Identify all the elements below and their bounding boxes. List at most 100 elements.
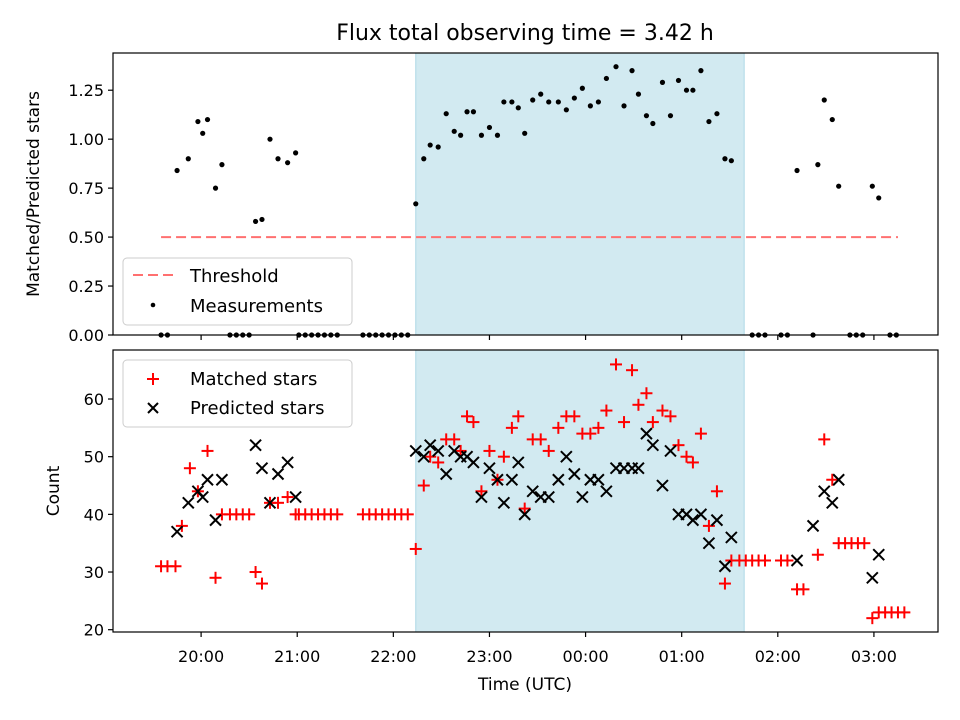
matched-star-point — [401, 508, 414, 521]
measurement-point — [869, 183, 875, 189]
matched-star-point — [680, 450, 693, 463]
bottom-y-ticks: 20 30 40 50 60 — [84, 390, 113, 640]
matched-star-point — [584, 427, 597, 440]
matched-star-point — [542, 444, 555, 457]
legend-threshold-label: Threshold — [189, 266, 279, 287]
predicted-star-point — [497, 496, 511, 510]
matched-star-point — [331, 508, 344, 521]
predicted-star-point — [505, 473, 519, 486]
y-tick-label: 60 — [84, 390, 104, 409]
matched-star-point — [417, 479, 430, 492]
top-panel: 0.00 0.25 0.50 0.75 1.00 1.25 Matched/Predict… — [24, 52, 939, 345]
measurement-point — [515, 105, 521, 111]
matched-star-point — [243, 508, 256, 521]
matched-star-point — [898, 606, 911, 619]
y-tick-label: 0.00 — [68, 326, 104, 345]
matched-star-point — [672, 439, 685, 452]
measurement-point — [722, 156, 728, 162]
predicted-star-point — [632, 462, 645, 475]
y-tick-label: 40 — [84, 505, 104, 524]
x-tick-label: 00:00 — [563, 647, 609, 666]
y-tick-label: 0.25 — [68, 277, 104, 296]
matched-star-point — [461, 410, 474, 423]
predicted-star-point — [289, 490, 302, 504]
measurement-point — [621, 103, 627, 109]
matched-star-point — [467, 416, 480, 429]
measurement-point — [794, 167, 800, 174]
predicted-star-point — [686, 513, 700, 527]
measurement-point — [706, 118, 712, 125]
predicted-star-point — [215, 473, 229, 486]
predicted-star-point — [656, 479, 669, 492]
measurement-point — [555, 99, 561, 105]
predicted-star-point — [209, 513, 222, 527]
measurement-point — [443, 111, 449, 117]
predicted-star-point — [640, 427, 653, 440]
measurement-point — [714, 111, 720, 117]
measurement-point — [219, 162, 225, 168]
y-tick-label: 1.25 — [68, 81, 104, 100]
matched-star-point — [448, 433, 461, 446]
x-tick-label: 22:00 — [370, 647, 416, 666]
measurement-point — [204, 116, 211, 123]
measurement-point — [212, 185, 219, 191]
x-axis-label: Time (UTC) — [477, 675, 572, 695]
predicted-star-point — [646, 438, 660, 452]
matched-star-point — [818, 433, 831, 446]
matched-star-point — [600, 404, 613, 417]
legend-predicted-swatch — [147, 402, 159, 414]
top-legend-box — [122, 257, 353, 326]
measurement-point — [595, 99, 601, 105]
measurement-point — [579, 85, 585, 91]
predicted-star-point — [552, 473, 565, 486]
y-tick-label: 1.00 — [68, 130, 104, 149]
measurement-point — [470, 109, 477, 115]
measurement-point — [413, 201, 419, 207]
x-tick-label: 01:00 — [659, 647, 705, 666]
bottom-x-ticks: 20:00 21:00 22:00 23:00 00:00 01:00 02:00 03:00 — [178, 632, 897, 666]
measurement-point — [587, 103, 593, 109]
measurement-point — [285, 160, 291, 166]
matched-star-point — [424, 450, 437, 463]
matched-star-point — [505, 421, 518, 434]
predicted-star-point — [718, 560, 732, 573]
measurement-point — [451, 128, 457, 134]
predicted-star-point — [512, 456, 525, 469]
matched-star-point — [610, 358, 623, 371]
measurement-point — [185, 156, 191, 162]
measurement-point — [200, 130, 206, 136]
matched-star-point — [640, 387, 653, 400]
measurement-point — [728, 158, 734, 164]
top-plot-frame — [112, 52, 939, 336]
matched-star-point — [512, 410, 525, 423]
measurement-point — [876, 195, 882, 201]
measurement-point — [659, 79, 666, 85]
matched-star-point — [272, 496, 284, 509]
matched-star-point — [826, 473, 839, 486]
matched-star-point — [626, 364, 639, 377]
measurement-point — [486, 124, 493, 131]
bottom-plot-frame — [112, 349, 939, 633]
predicted-star-point — [263, 496, 277, 510]
predicted-star-point — [417, 450, 430, 463]
measurement-point — [478, 132, 485, 138]
matched-star-point — [249, 566, 262, 579]
matched-star-point — [758, 554, 771, 567]
predicted-star-point — [710, 513, 724, 527]
measurement-point — [698, 68, 704, 74]
predicted-star-point — [431, 444, 445, 458]
matched-star-point — [475, 485, 488, 498]
matched-star-point — [592, 421, 605, 434]
matched-star-point — [656, 404, 669, 417]
y-tick-label: 50 — [84, 448, 104, 467]
predicted-star-point — [542, 490, 555, 504]
legend-measurements-label: Measurements — [190, 296, 323, 317]
predicted-star-point — [255, 462, 269, 475]
x-tick-label: 02:00 — [755, 647, 801, 666]
bottom-legend-box — [122, 359, 353, 428]
predicted-star-point — [467, 456, 480, 469]
measurement-point — [629, 68, 635, 74]
predicted-star-point — [439, 467, 453, 481]
predicted-star-point — [483, 462, 496, 475]
predicted-star-point — [518, 508, 531, 521]
